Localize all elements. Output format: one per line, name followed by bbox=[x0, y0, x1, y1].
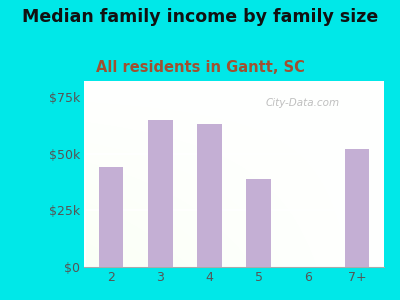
Bar bbox=[246, 178, 271, 267]
Bar bbox=[345, 149, 369, 267]
Bar bbox=[197, 124, 222, 267]
Bar bbox=[99, 167, 123, 267]
Text: City-Data.com: City-Data.com bbox=[266, 98, 340, 108]
Text: Median family income by family size: Median family income by family size bbox=[22, 8, 378, 26]
Bar bbox=[148, 120, 172, 267]
Text: All residents in Gantt, SC: All residents in Gantt, SC bbox=[96, 60, 304, 75]
